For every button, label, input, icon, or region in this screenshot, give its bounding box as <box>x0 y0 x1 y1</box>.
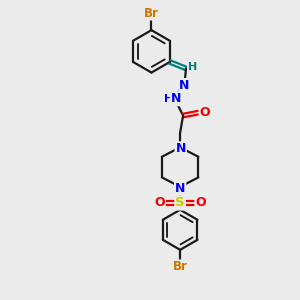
Text: O: O <box>195 196 206 209</box>
Text: N: N <box>176 142 186 155</box>
Text: H: H <box>164 94 174 104</box>
Text: O: O <box>154 196 165 209</box>
Text: N: N <box>175 182 185 195</box>
Text: N: N <box>179 79 190 92</box>
Text: Br: Br <box>173 260 188 273</box>
Text: S: S <box>175 196 185 209</box>
Text: Br: Br <box>144 7 159 20</box>
Text: N: N <box>171 92 181 105</box>
Text: H: H <box>188 62 197 72</box>
Text: O: O <box>200 106 210 119</box>
